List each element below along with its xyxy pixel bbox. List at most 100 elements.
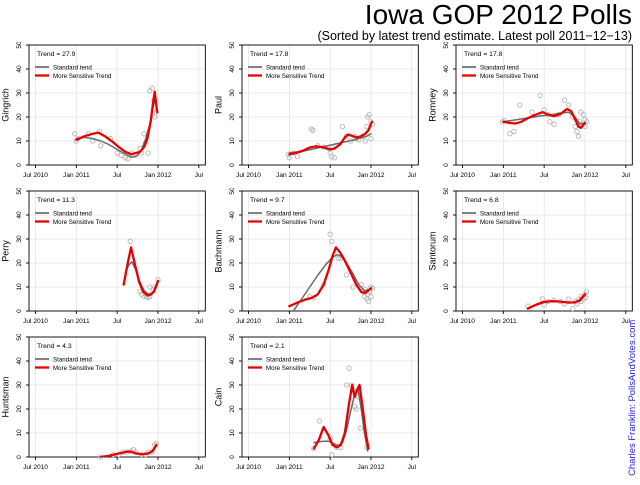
y-tick-label: 10 <box>229 429 236 437</box>
sensitive-trend-line <box>288 120 374 156</box>
x-tick-label: Jul <box>408 318 417 325</box>
x-tick-label: Jan 2012 <box>144 318 171 325</box>
x-tick-label: Jan 2012 <box>358 172 385 179</box>
page-subtitle: (Sorted by latest trend estimate. Latest… <box>317 29 632 43</box>
charts-grid: Jul 2010 Jan 2011 Jul Jan 2012 Jul 0 10 20 30 40 5… <box>0 41 640 480</box>
x-tick-label: Jul <box>540 318 549 325</box>
x-tick-label: Jul 2010 <box>236 464 261 471</box>
trend-value-label: Trend = 4.3 <box>37 343 72 350</box>
y-tick-label: 50 <box>16 42 23 49</box>
y-tick-label: 0 <box>443 309 450 313</box>
x-tick-label: Jan 2011 <box>276 172 303 179</box>
y-tick-label: 40 <box>443 211 450 219</box>
legend-standard-label: Standard tend <box>266 356 305 363</box>
legend-sensitive-label: More Sensitive Trend <box>53 365 112 372</box>
y-tick-label: 10 <box>229 283 236 291</box>
x-tick-label: Jan 2012 <box>358 464 385 471</box>
y-tick-label: 20 <box>443 259 450 267</box>
x-tick-label: Jan 2012 <box>144 464 171 471</box>
sensitive-trend-line <box>288 246 373 308</box>
x-tick-label: Jul <box>540 172 549 179</box>
page-title: Iowa GOP 2012 Polls <box>364 0 632 30</box>
y-tick-label: 40 <box>229 211 236 219</box>
y-tick-label: 0 <box>16 455 23 459</box>
x-tick-label: Jul <box>113 172 122 179</box>
chart-cain: Jul 2010 Jan 2011 Jul Jan 2012 Jul 0 10 20 30 40 5… <box>213 333 426 480</box>
chart-santorum: Jul 2010 Jan 2011 Jul Jan 2012 Jul 0 10 20 30 40 5… <box>427 187 640 334</box>
chart-huntsman: Jul 2010 Jan 2011 Jul Jan 2012 Jul 0 10 20 30 40 5… <box>0 333 213 480</box>
credit-text: Charles Franklin: PollsAndVotes.com <box>627 319 638 476</box>
x-tick-label: Jul <box>326 172 335 179</box>
y-tick-label: 30 <box>443 89 450 97</box>
legend-sensitive-label: More Sensitive Trend <box>480 73 539 80</box>
y-tick-label: 40 <box>443 65 450 73</box>
y-tick-label: 0 <box>229 455 236 459</box>
trend-value-label: Trend = 2.1 <box>250 343 285 350</box>
y-tick-label: 50 <box>16 334 23 341</box>
legend-standard-label: Standard tend <box>53 210 92 217</box>
x-tick-label: Jul <box>195 172 204 179</box>
empty-cell <box>427 334 640 480</box>
y-tick-label: 20 <box>16 405 23 413</box>
y-tick-label: 50 <box>443 42 450 49</box>
x-tick-label: Jan 2011 <box>276 464 303 471</box>
sensitive-trend-line <box>501 107 586 129</box>
y-tick-label: 30 <box>443 235 450 243</box>
trend-value-label: Trend = 17.8 <box>250 51 289 58</box>
trend-value-label: Trend = 17.8 <box>464 51 503 58</box>
y-tick-label: 30 <box>16 89 23 97</box>
x-tick-label: Jan 2011 <box>490 318 517 325</box>
sensitive-trend-line <box>313 383 371 450</box>
trend-value-label: Trend = 27.9 <box>37 51 76 58</box>
y-tick-label: 30 <box>16 235 23 243</box>
x-tick-label: Jul 2010 <box>236 172 261 179</box>
y-tick-label: 20 <box>443 113 450 121</box>
y-tick-label: 0 <box>229 309 236 313</box>
candidate-label: Bachmann <box>214 230 224 273</box>
x-tick-label: Jan 2012 <box>358 318 385 325</box>
legend-standard-label: Standard tend <box>53 64 92 71</box>
x-tick-label: Jul <box>621 172 630 179</box>
sensitive-trend-line <box>526 293 586 310</box>
y-tick-label: 40 <box>16 357 23 365</box>
poll-scatter-points <box>72 85 159 162</box>
chart-gingrich: Jul 2010 Jan 2011 Jul Jan 2012 Jul 0 10 20 30 40 5… <box>0 41 213 188</box>
candidate-label: Huntsman <box>0 377 10 418</box>
y-tick-label: 40 <box>16 65 23 73</box>
y-tick-label: 20 <box>16 113 23 121</box>
y-tick-label: 10 <box>443 283 450 291</box>
y-tick-label: 20 <box>16 259 23 267</box>
y-tick-label: 50 <box>229 334 236 341</box>
candidate-label: Cain <box>214 388 224 406</box>
legend-standard-label: Standard tend <box>480 210 519 217</box>
x-tick-label: Jul 2010 <box>236 318 261 325</box>
legend-sensitive-label: More Sensitive Trend <box>266 219 325 226</box>
y-tick-label: 30 <box>229 235 236 243</box>
y-tick-label: 50 <box>229 188 236 195</box>
x-tick-label: Jul <box>195 464 204 471</box>
y-tick-label: 0 <box>16 309 23 313</box>
x-tick-label: Jan 2011 <box>63 318 90 325</box>
x-tick-label: Jul <box>113 318 122 325</box>
x-tick-label: Jan 2012 <box>144 172 171 179</box>
y-tick-label: 30 <box>229 89 236 97</box>
y-tick-label: 10 <box>229 137 236 145</box>
legend-standard-label: Standard tend <box>266 210 305 217</box>
legend-standard-label: Standard tend <box>266 64 305 71</box>
x-tick-label: Jul <box>326 318 335 325</box>
y-tick-label: 0 <box>443 163 450 167</box>
x-tick-label: Jan 2012 <box>571 318 598 325</box>
x-tick-label: Jul <box>408 172 417 179</box>
chart-perry: Jul 2010 Jan 2011 Jul Jan 2012 Jul 0 10 20 30 40 5… <box>0 187 213 334</box>
y-tick-label: 0 <box>16 163 23 167</box>
x-tick-label: Jan 2012 <box>571 172 598 179</box>
sensitive-trend-line <box>122 246 160 297</box>
x-tick-label: Jul 2010 <box>450 172 475 179</box>
legend-standard-label: Standard tend <box>480 64 519 71</box>
header: Iowa GOP 2012 Polls (Sorted by latest tr… <box>0 0 640 42</box>
legend-sensitive-label: More Sensitive Trend <box>53 73 112 80</box>
x-tick-label: Jul <box>195 318 204 325</box>
x-tick-label: Jul <box>408 464 417 471</box>
chart-romney: Jul 2010 Jan 2011 Jul Jan 2012 Jul 0 10 20 30 40 5… <box>427 41 640 188</box>
